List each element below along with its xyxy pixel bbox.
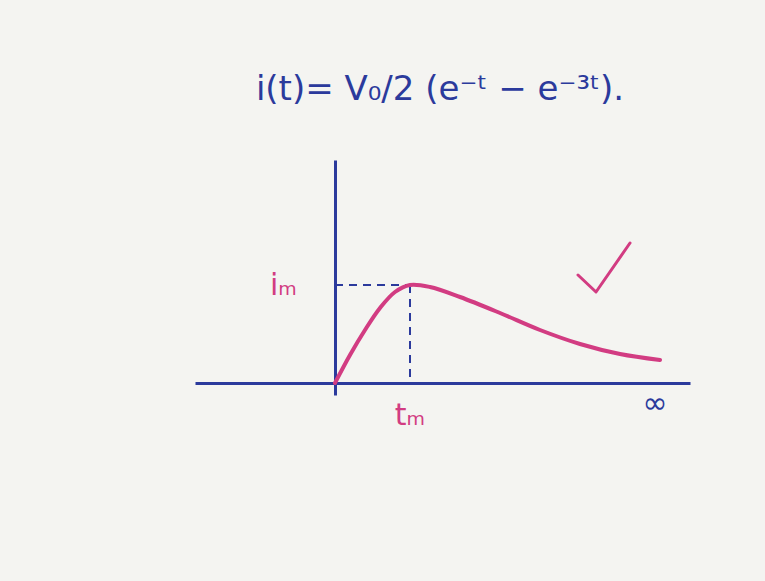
chart: i(t)= V₀/2 (e⁻ᵗ − e⁻³ᵗ). iₘ tₘ ∞ xyxy=(0,0,765,581)
background xyxy=(0,0,765,581)
curve xyxy=(335,285,660,383)
title: i(t)= V₀/2 (e⁻ᵗ − e⁻³ᵗ). xyxy=(256,68,624,108)
y-axis-line xyxy=(334,161,337,396)
annotation: iₘ xyxy=(270,267,297,302)
plot-area xyxy=(335,285,660,383)
x-axis-line xyxy=(196,382,691,385)
peak-guide-horizontal xyxy=(335,284,410,286)
y-axis xyxy=(335,161,336,396)
peak-guide-vertical xyxy=(409,285,411,383)
x-axis xyxy=(196,383,691,384)
check-mark xyxy=(578,243,630,292)
annotation: tₘ xyxy=(395,397,425,432)
annotation: ∞ xyxy=(643,385,668,420)
